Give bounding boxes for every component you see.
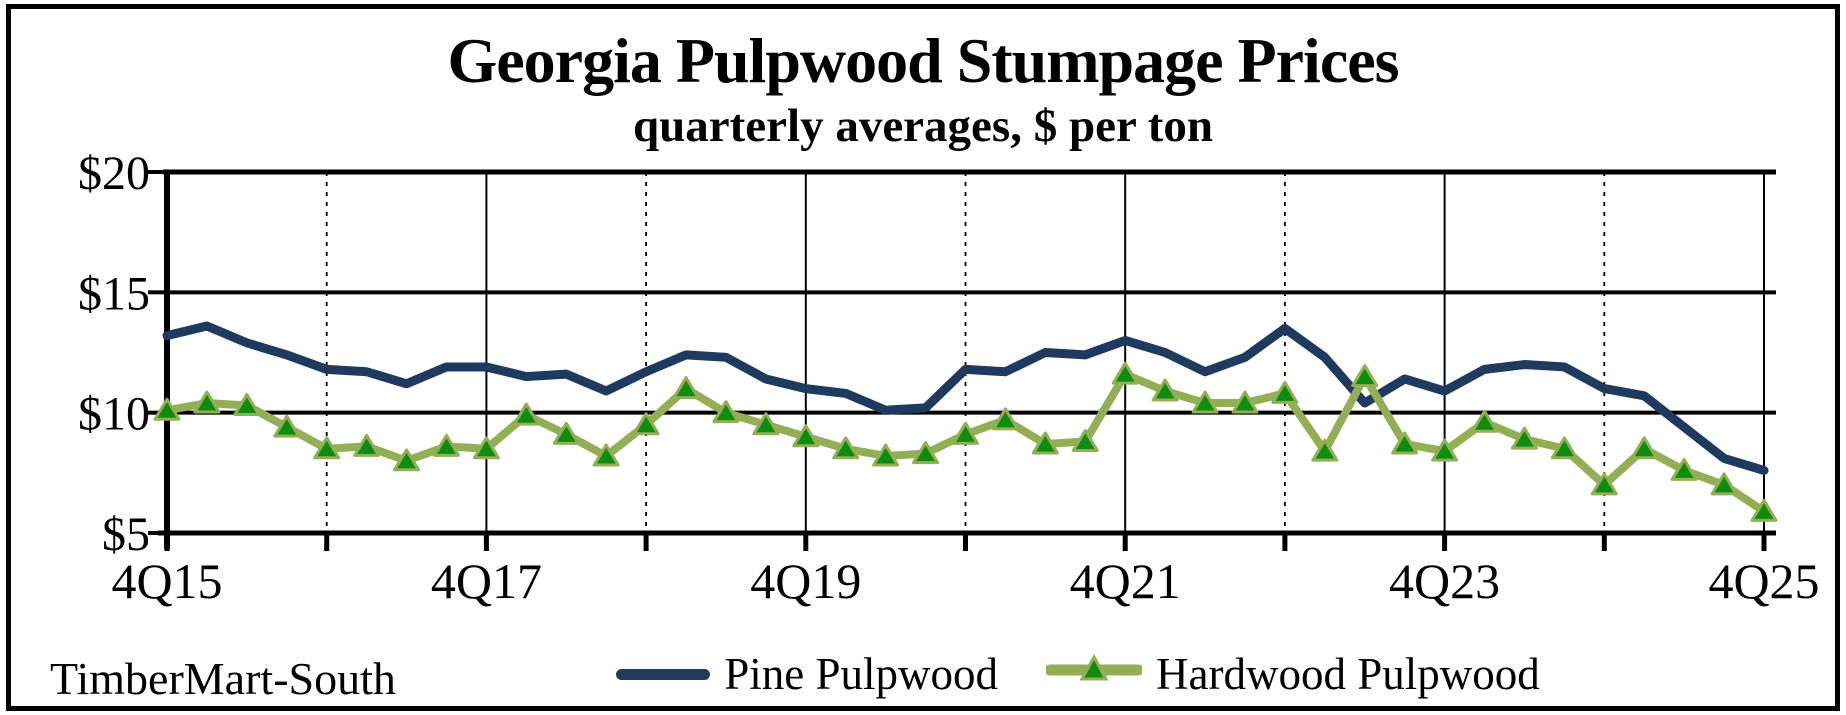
legend-label-hardwood: Hardwood Pulpwood xyxy=(1156,649,1540,699)
hardwood-triangle-marker xyxy=(632,412,660,436)
pine-line-swatch xyxy=(616,668,711,680)
hardwood-triangle-marker xyxy=(432,433,460,457)
hardwood-triangle-marker xyxy=(1431,438,1459,462)
hardwood-triangle-marker xyxy=(592,443,620,467)
hardwood-triangle-marker xyxy=(991,407,1019,431)
hardwood-triangle-marker xyxy=(472,436,500,460)
x-tick-label: 4Q19 xyxy=(750,553,861,609)
hardwood-triangle-marker xyxy=(792,424,820,448)
hardwood-swatch-svg xyxy=(1044,653,1144,681)
hardwood-swatch-triangle-icon xyxy=(1079,653,1109,681)
hardwood-triangle-marker xyxy=(393,448,421,472)
pine-pulpwood-line xyxy=(162,321,1769,475)
hardwood-line-triangle-swatch xyxy=(1044,648,1144,700)
hardwood-triangle-marker xyxy=(273,414,301,438)
hardwood-triangle-marker xyxy=(1031,431,1059,455)
chart-title: Georgia Pulpwood Stumpage Prices xyxy=(447,25,1399,96)
hardwood-triangle-marker xyxy=(1151,378,1179,402)
x-tick-label: 4Q21 xyxy=(1070,553,1181,609)
legend: Pine Pulpwood Hardwood Pulpwood xyxy=(400,648,1756,700)
hardwood-triangle-marker xyxy=(353,433,381,457)
hardwood-triangle-marker xyxy=(1710,472,1738,496)
hardwood-triangle-marker xyxy=(1351,364,1379,388)
hardwood-triangle-marker xyxy=(1191,390,1219,414)
hardwood-triangle-marker xyxy=(712,400,740,424)
hardwood-triangle-marker xyxy=(1670,457,1698,481)
hardwood-triangle-marker xyxy=(1271,380,1299,404)
y-tick-label: $15 xyxy=(78,267,150,320)
hardwood-triangle-marker xyxy=(1510,426,1538,450)
hardwood-triangle-marker xyxy=(1071,429,1099,453)
hardwood-triangle-marker xyxy=(193,390,221,414)
hardwood-triangle-marker xyxy=(1471,409,1499,433)
hardwood-triangle-marker xyxy=(1590,472,1618,496)
x-tick-label: 4Q17 xyxy=(431,553,542,609)
hardwood-triangle-marker xyxy=(872,443,900,467)
hardwood-triangle-marker xyxy=(1231,390,1259,414)
hardwood-triangle-marker xyxy=(832,436,860,460)
legend-label-pine: Pine Pulpwood xyxy=(724,649,999,699)
hardwood-triangle-marker xyxy=(1630,436,1658,460)
x-tick-label: 4Q15 xyxy=(111,553,222,609)
hardwood-triangle-marker xyxy=(1550,436,1578,460)
x-tick-label: 4Q23 xyxy=(1389,553,1500,609)
legend-item-pine: Pine Pulpwood xyxy=(616,648,998,700)
hardwood-triangle-marker xyxy=(672,376,700,400)
hardwood-triangle-marker xyxy=(512,402,540,426)
chart-subtitle: quarterly averages, $ per ton xyxy=(633,100,1213,152)
hardwood-triangle-marker xyxy=(1391,431,1419,455)
hardwood-triangle-marker xyxy=(752,412,780,436)
x-tick-label: 4Q25 xyxy=(1708,553,1819,609)
hardwood-triangle-marker xyxy=(313,436,341,460)
y-tick-label: $10 xyxy=(78,388,150,441)
y-tick-label: $5 xyxy=(102,508,150,561)
hardwood-triangle-marker xyxy=(552,421,580,445)
legend-item-hardwood: Hardwood Pulpwood xyxy=(1044,648,1540,700)
hardwood-triangle-marker xyxy=(912,441,940,465)
hardwood-triangle-marker xyxy=(1750,498,1778,522)
source-label: TimberMart-South xyxy=(50,653,396,704)
hardwood-triangle-marker xyxy=(1111,361,1139,385)
hardwood-triangle-marker xyxy=(1311,438,1339,462)
hardwood-triangle-marker xyxy=(153,397,181,421)
hardwood-triangle-marker xyxy=(233,392,261,416)
y-tick-label: $20 xyxy=(78,147,150,200)
hardwood-triangle-marker xyxy=(952,421,979,445)
